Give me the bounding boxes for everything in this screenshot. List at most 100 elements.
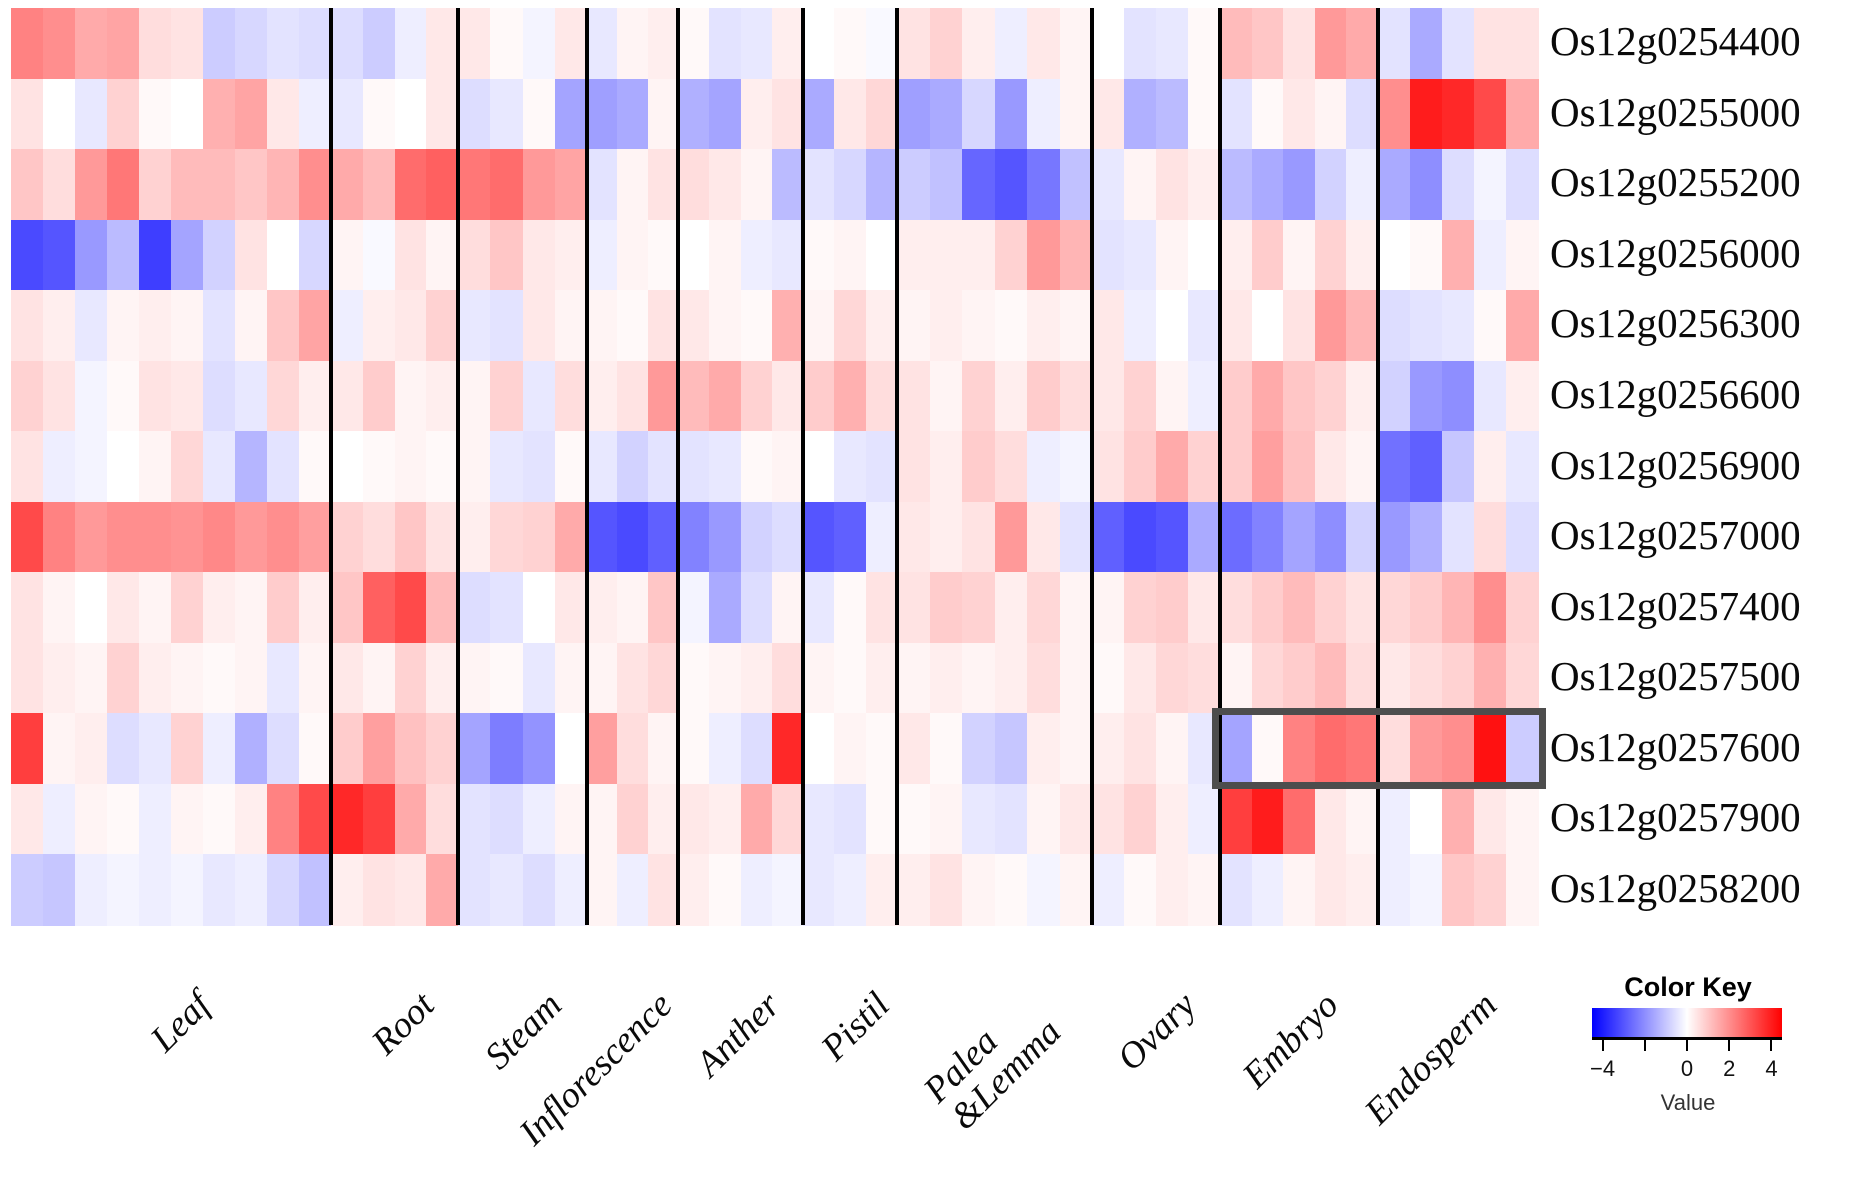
heatmap-cell xyxy=(617,290,649,362)
heatmap-cell xyxy=(1092,431,1125,503)
heatmap-cell xyxy=(522,8,556,80)
heatmap-cell xyxy=(1251,431,1284,503)
heatmap-cell xyxy=(865,783,898,856)
heatmap-cell xyxy=(834,290,867,362)
heatmap-cell xyxy=(107,642,140,714)
heatmap-cell xyxy=(490,290,524,362)
heatmap-cell xyxy=(203,431,236,503)
heatmap-cell xyxy=(994,783,1028,856)
heatmap-cell xyxy=(929,219,963,291)
heatmap-cell xyxy=(803,8,835,80)
highlight-rectangle xyxy=(1212,708,1546,789)
heatmap-cell xyxy=(522,219,556,291)
heatmap-cell xyxy=(1474,783,1507,856)
heatmap-cell xyxy=(203,360,236,432)
heatmap-cell xyxy=(1188,854,1221,926)
heatmap-cell xyxy=(1474,854,1507,926)
heatmap-cell xyxy=(1442,713,1475,785)
heatmap-cell xyxy=(647,360,679,432)
gene-row-label: Os12g0258200 xyxy=(1550,864,1801,911)
heatmap-cell xyxy=(267,783,300,856)
heatmap-cell xyxy=(331,642,364,714)
heatmap-cell xyxy=(362,360,396,432)
heatmap-cell xyxy=(1156,8,1189,80)
heatmap-cell xyxy=(394,572,427,644)
heatmap-cell xyxy=(362,783,396,856)
heatmap-cell xyxy=(1410,219,1443,291)
heatmap-cell xyxy=(994,78,1028,150)
heatmap-cell xyxy=(1124,431,1157,503)
heatmap-cell xyxy=(11,8,44,80)
heatmap-cell xyxy=(554,642,588,714)
heatmap-cell xyxy=(394,501,427,573)
heatmap-cell xyxy=(426,713,459,785)
heatmap-cell xyxy=(929,572,963,644)
heatmap-cell xyxy=(1314,501,1347,573)
heatmap-cell xyxy=(1092,642,1125,714)
heatmap-cell xyxy=(1059,8,1093,80)
heatmap-cell xyxy=(1027,149,1061,221)
heatmap-cell xyxy=(1442,642,1475,714)
tissue-group-label: Root xyxy=(363,984,443,1063)
heatmap-cell xyxy=(1156,290,1189,362)
heatmap-cell xyxy=(647,713,679,785)
heatmap-cell xyxy=(458,431,491,503)
heatmap-cell xyxy=(458,360,491,432)
heatmap-cell xyxy=(1506,783,1539,856)
heatmap-cell xyxy=(1092,501,1125,573)
heatmap-cell xyxy=(522,149,556,221)
gene-row-label: Os12g0257900 xyxy=(1550,794,1801,841)
heatmap-cell xyxy=(647,642,679,714)
heatmap-cell xyxy=(929,501,963,573)
heatmap-cell xyxy=(554,572,588,644)
heatmap-cell xyxy=(458,713,491,785)
heatmap-cell xyxy=(1314,783,1347,856)
heatmap-cell xyxy=(897,854,931,926)
heatmap-cell xyxy=(962,8,996,80)
heatmap-cell xyxy=(458,8,491,80)
heatmap-cell xyxy=(107,854,140,926)
heatmap-cell xyxy=(43,431,76,503)
tissue-group-label: Leaf xyxy=(143,984,219,1061)
heatmap-cell xyxy=(1474,431,1507,503)
heatmap-cell xyxy=(834,149,867,221)
heatmap-cell xyxy=(803,572,835,644)
heatmap-cell xyxy=(678,219,710,291)
heatmap-cell xyxy=(678,8,710,80)
heatmap-cell xyxy=(994,431,1028,503)
heatmap-cell xyxy=(1378,642,1411,714)
heatmap-cell xyxy=(203,713,236,785)
heatmap-cell xyxy=(1220,360,1253,432)
heatmap-cell xyxy=(267,501,300,573)
heatmap-cell xyxy=(962,431,996,503)
heatmap-cell xyxy=(171,572,204,644)
color-key-tick-label: 0 xyxy=(1680,1056,1694,1081)
group-separator-line xyxy=(676,8,680,925)
heatmap-cell xyxy=(803,501,835,573)
heatmap-cell xyxy=(771,149,804,221)
heatmap-cell xyxy=(267,290,300,362)
heatmap-cell xyxy=(1378,149,1411,221)
heatmap-cell xyxy=(1474,78,1507,150)
heatmap-cell xyxy=(962,572,996,644)
heatmap-cell xyxy=(235,501,268,573)
heatmap-cell xyxy=(771,8,804,80)
heatmap-cell xyxy=(1410,149,1443,221)
heatmap-cell xyxy=(107,713,140,785)
heatmap-cell xyxy=(709,360,742,432)
heatmap-cell xyxy=(299,713,332,785)
heatmap-cell xyxy=(490,78,524,150)
heatmap-cell xyxy=(1156,783,1189,856)
heatmap-cell xyxy=(1314,219,1347,291)
heatmap-cell xyxy=(1220,219,1253,291)
heatmap-cell xyxy=(203,78,236,150)
heatmap-cell xyxy=(1346,8,1379,80)
heatmap-cell xyxy=(897,78,931,150)
heatmap-cell xyxy=(11,572,44,644)
heatmap-cell xyxy=(490,642,524,714)
heatmap-cell xyxy=(897,360,931,432)
group-separator-line xyxy=(456,8,460,925)
heatmap-cell xyxy=(1124,501,1157,573)
heatmap-cell xyxy=(75,854,108,926)
heatmap-cell xyxy=(107,8,140,80)
